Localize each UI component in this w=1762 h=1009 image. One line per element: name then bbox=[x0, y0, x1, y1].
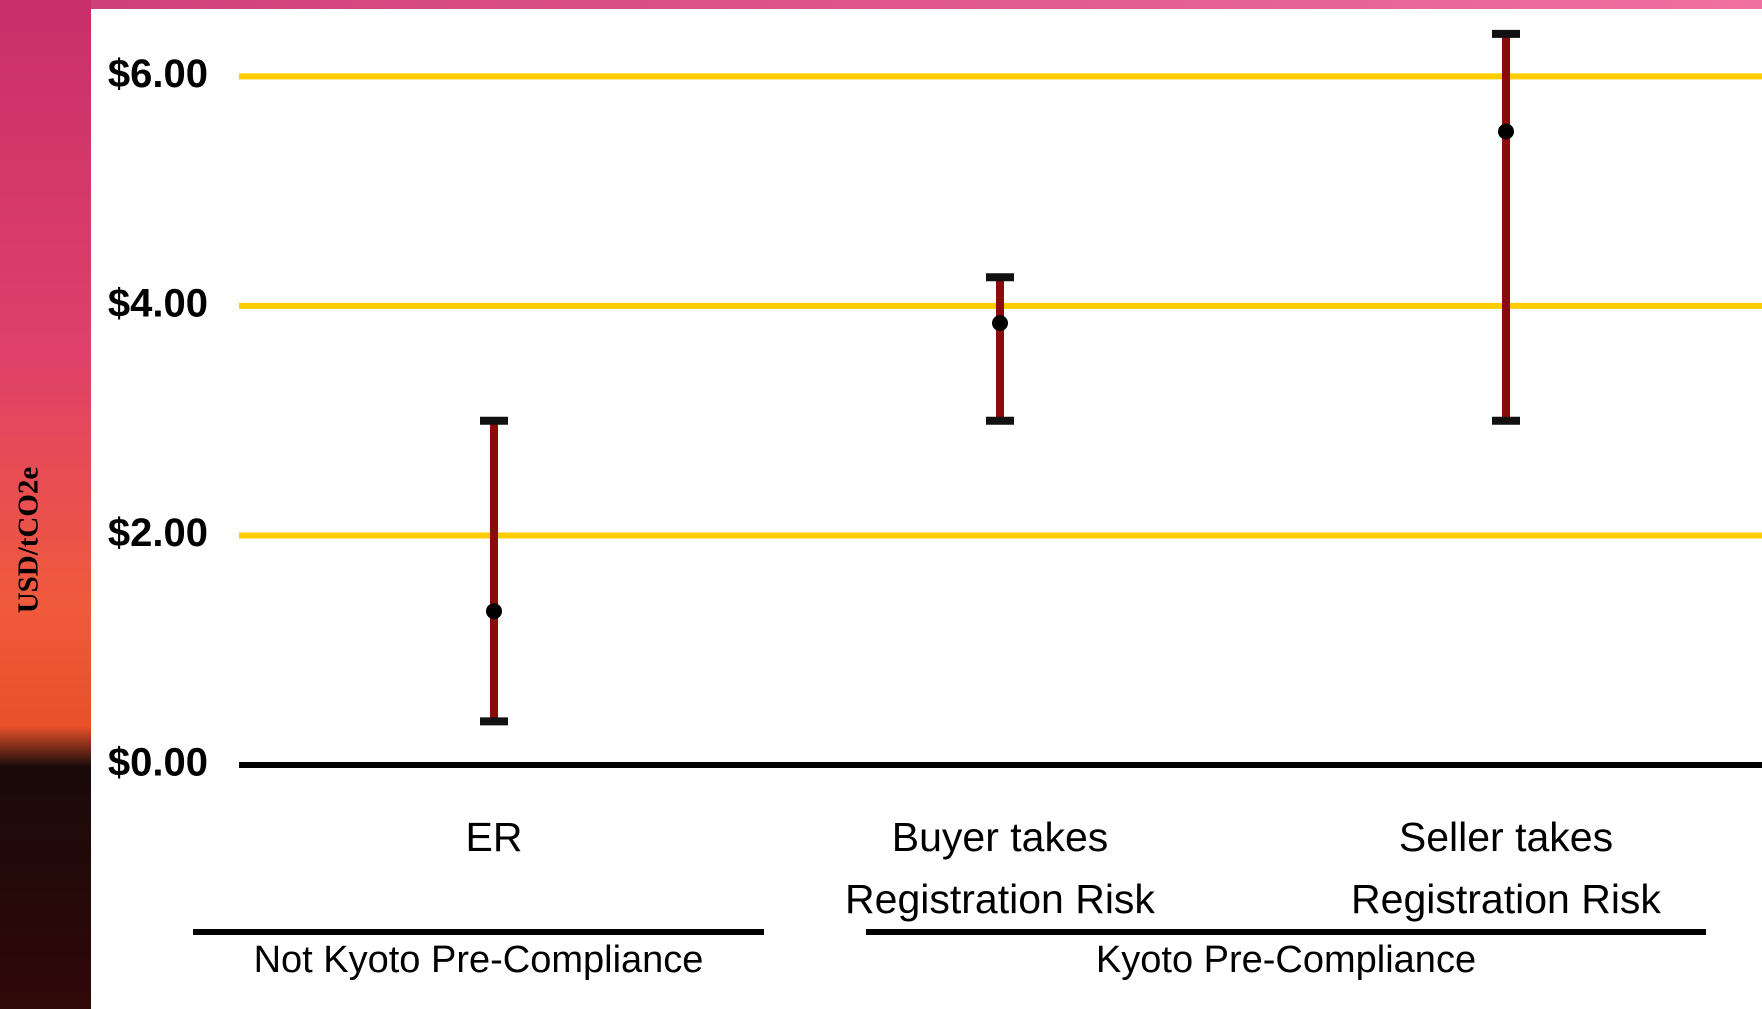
x-tick-label-line: Seller takes bbox=[1399, 814, 1613, 860]
point bbox=[1498, 123, 1514, 140]
y-tick-label: $0.00 bbox=[108, 741, 208, 785]
point bbox=[992, 315, 1008, 332]
y-tick-label: $4.00 bbox=[108, 281, 208, 325]
x-tick-label: Seller takes Registration Risk bbox=[1351, 814, 1661, 922]
point bbox=[486, 603, 502, 620]
x-tick-label-line: Buyer takes bbox=[892, 814, 1109, 860]
y-tick-label: $2.00 bbox=[108, 511, 208, 555]
x-tick-label-line: Registration Risk bbox=[845, 876, 1155, 922]
x-tick-label-line: ER bbox=[466, 814, 523, 860]
x-tick-label: ER bbox=[466, 814, 523, 860]
group-label: Kyoto Pre-Compliance bbox=[1096, 939, 1476, 981]
x-tick-label: Buyer takes Registration Risk bbox=[845, 814, 1155, 922]
top-band bbox=[91, 0, 1762, 9]
y-tick-label: $6.00 bbox=[108, 52, 208, 96]
x-tick-label-line: Registration Risk bbox=[1351, 876, 1661, 922]
group-label: Not Kyoto Pre-Compliance bbox=[254, 939, 704, 981]
y-axis-label: USD/tCO2e bbox=[13, 467, 45, 614]
plot-area bbox=[91, 9, 1762, 1009]
